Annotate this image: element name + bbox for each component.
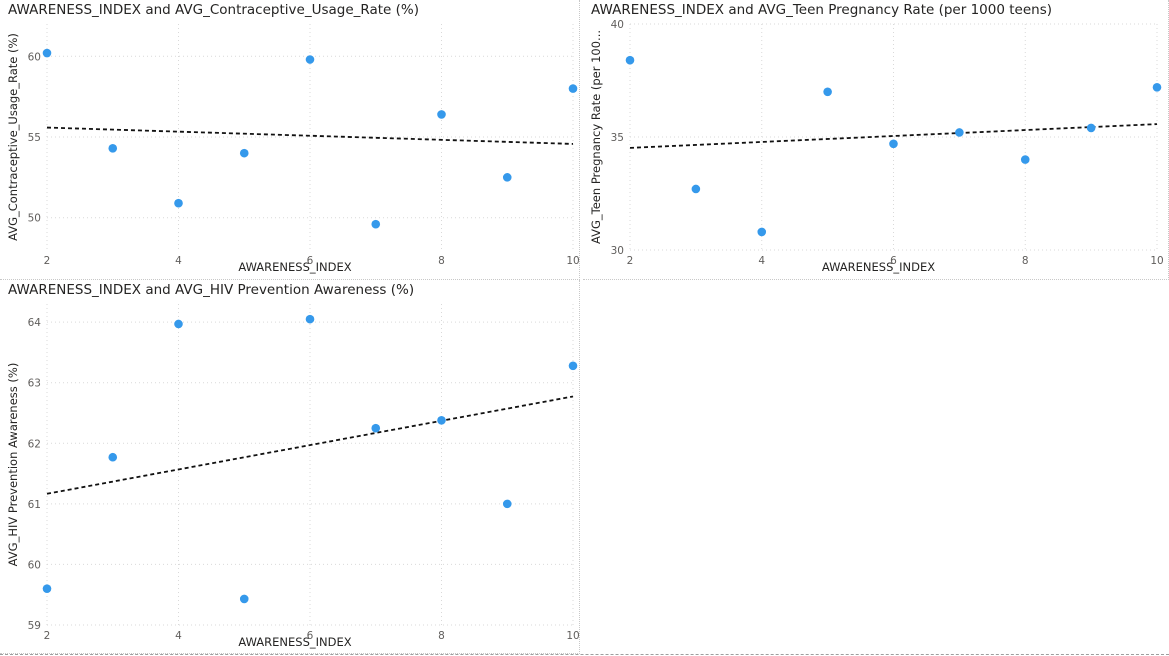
x-tick-label: 4 (175, 255, 182, 267)
y-tick-label: 60 (28, 559, 41, 571)
x-axis-title: AWARENESS_INDEX (238, 635, 351, 649)
trend-line (46, 126, 574, 145)
y-tick-label: 55 (28, 132, 41, 144)
x-axis-title: AWARENESS_INDEX (238, 260, 351, 274)
trend-line (46, 395, 574, 495)
y-axis-title: AVG_Contraceptive_Usage_Rate (%) (6, 33, 20, 241)
y-tick-label: 35 (611, 132, 624, 144)
data-point[interactable] (108, 452, 118, 462)
data-point[interactable] (305, 314, 315, 324)
x-tick-label: 2 (44, 630, 51, 642)
y-tick-label: 30 (611, 245, 624, 257)
data-point[interactable] (568, 84, 578, 93)
chart-hiv-prevention[interactable]: AWARENESS_INDEX and AVG_HIV Prevention A… (0, 280, 580, 654)
scatter-plot-svg: 2 4 6 8 10 59 60 61 62 63 64 AWARENESS_INDEX AVG_HIV… (6, 304, 580, 649)
scatter-plot-svg: 2 4 6 8 10 50 55 60 AWARENESS_INDEX AVG_Contracep… (6, 24, 580, 274)
x-tick-label: 6 (307, 630, 314, 642)
data-point[interactable] (823, 87, 832, 97)
y-tick-label: 62 (28, 438, 41, 450)
data-point[interactable] (1086, 123, 1096, 133)
y-tick-label: 59 (28, 620, 41, 632)
data-point[interactable] (239, 594, 249, 604)
data-point[interactable] (42, 584, 52, 593)
x-tick-label: 6 (890, 255, 897, 267)
x-tick-label: 8 (1022, 255, 1029, 267)
x-tick-label: 2 (44, 255, 51, 267)
data-point[interactable] (625, 55, 635, 65)
scatter-plot-svg: 2 4 6 8 10 30 35 40 AWARENESS_INDEX AVG_Teen Preg… (589, 19, 1164, 274)
y-tick-label: 60 (28, 51, 41, 63)
data-point[interactable] (955, 128, 964, 137)
x-tick-label: 2 (627, 255, 634, 267)
data-point[interactable] (437, 110, 446, 119)
chart-title: AWARENESS_INDEX and AVG_HIV Prevention A… (8, 282, 415, 298)
data-point[interactable] (502, 173, 512, 182)
chart-title: AWARENESS_INDEX and AVG_Contraceptive_Us… (8, 2, 419, 18)
data-point[interactable] (174, 319, 183, 329)
data-point[interactable] (1152, 82, 1162, 92)
y-tick-label: 63 (28, 378, 41, 390)
y-tick-label: 64 (28, 317, 42, 329)
x-axis-title: AWARENESS_INDEX (822, 260, 935, 274)
data-point[interactable] (437, 415, 446, 425)
chart-contraceptive-usage[interactable]: AWARENESS_INDEX and AVG_Contraceptive_Us… (0, 0, 580, 280)
trend-line (629, 123, 1158, 149)
data-point[interactable] (568, 361, 578, 371)
data-point[interactable] (174, 198, 183, 208)
data-point[interactable] (108, 144, 118, 153)
data-point[interactable] (239, 148, 249, 158)
y-tick-label: 40 (611, 19, 624, 31)
data-point[interactable] (42, 48, 52, 58)
y-tick-label: 61 (28, 499, 41, 511)
y-tick-label: 50 (28, 213, 41, 225)
data-point[interactable] (305, 55, 315, 64)
x-tick-label: 8 (438, 630, 445, 642)
data-point[interactable] (757, 227, 767, 237)
y-axis-title: AVG_Teen Pregnancy Rate (per 100... (589, 30, 603, 244)
x-tick-label: 10 (1150, 255, 1163, 267)
data-point[interactable] (371, 423, 381, 433)
x-tick-label: 6 (307, 255, 314, 267)
page-bottom-divider (0, 654, 1169, 655)
data-point[interactable] (371, 219, 381, 229)
x-tick-label: 10 (566, 255, 579, 267)
x-tick-label: 4 (175, 630, 182, 642)
data-point[interactable] (502, 499, 512, 509)
x-tick-label: 10 (566, 630, 579, 642)
y-axis-title: AVG_HIV Prevention Awareness (%) (6, 363, 20, 567)
data-point[interactable] (691, 184, 701, 194)
data-point[interactable] (889, 139, 898, 149)
chart-teen-pregnancy[interactable]: AWARENESS_INDEX and AVG_Teen Pregnancy R… (583, 0, 1169, 280)
data-point[interactable] (1020, 155, 1030, 164)
x-tick-label: 4 (758, 255, 765, 267)
chart-title: AWARENESS_INDEX and AVG_Teen Pregnancy R… (591, 2, 1052, 18)
x-tick-label: 8 (438, 255, 445, 267)
